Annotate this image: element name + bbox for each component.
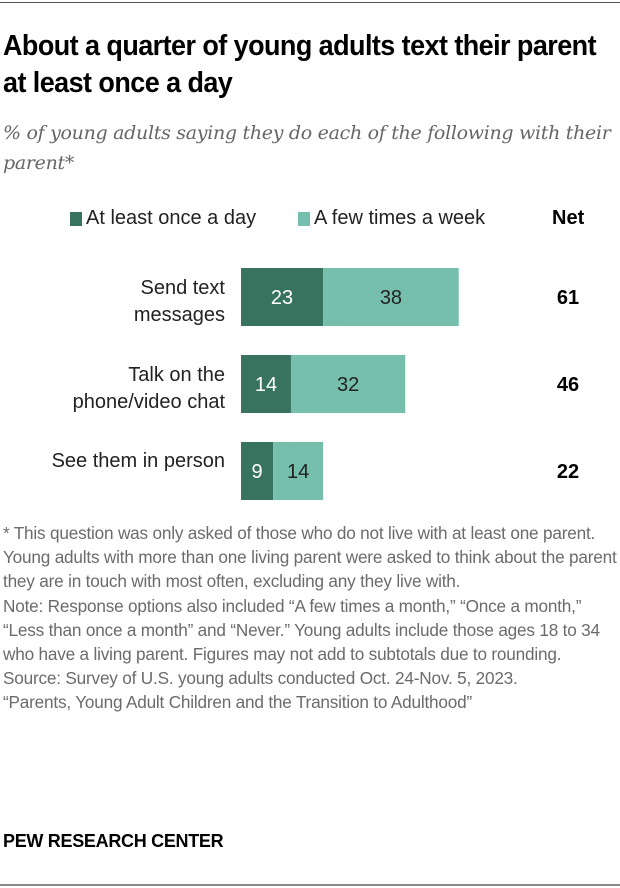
net-value: 46 [557,374,579,396]
footnote-report-title: “Parents, Young Adult Children and the T… [3,692,472,713]
bottom-rule [0,884,620,886]
category-label: messages [134,304,225,326]
category-label: See them in person [52,450,225,472]
chart-title: About a quarter of young adults text the… [3,30,597,99]
data-label-daily: 23 [271,287,293,309]
data-label-daily: 14 [255,374,277,396]
footnote-note: Note: Response options also included “A … [3,595,600,665]
footnote-asterisk: * This question was only asked of those … [3,523,617,592]
bar-segment-weekly [290,355,406,413]
data-label-daily: 9 [252,461,263,483]
data-label-weekly: 14 [287,461,309,483]
data-label-weekly: 32 [337,374,359,396]
legend-label-weekly: A few times a week [314,207,486,229]
legend-swatch-weekly [298,211,310,226]
data-label-weekly: 38 [380,287,402,309]
net-value: 61 [557,287,579,309]
pew-research-center-logo: PEW RESEARCH CENTER [3,831,224,851]
bar-segment-weekly [273,442,324,500]
chart-subtitle: % of young adults saying they do each of… [3,122,611,174]
legend-item-daily: At least once a day [70,207,256,230]
bar-segment-daily [241,442,274,500]
net-value: 22 [557,461,579,483]
footnotes: * This question was only asked of those … [3,521,618,715]
bar-segment-weekly [323,268,459,326]
stacked-bar-chart: Send text messages 23 38 61 Talk on the phone/… [52,268,579,500]
legend-label-daily: At least once a day [86,207,257,229]
top-rule [0,2,620,3]
bar-segment-daily [241,268,324,326]
category-label: Send text [140,277,225,299]
bar-segment-daily [241,355,291,413]
legend: At least once a day A few times a week [0,205,620,235]
category-label: Talk on the [128,364,225,386]
category-label: phone/video chat [73,391,226,413]
legend-item-weekly: A few times a week [298,207,485,230]
footnote-source: Source: Survey of U.S. young adults cond… [3,668,518,689]
net-column-header: Net [552,207,585,229]
legend-swatch-daily [70,211,82,226]
